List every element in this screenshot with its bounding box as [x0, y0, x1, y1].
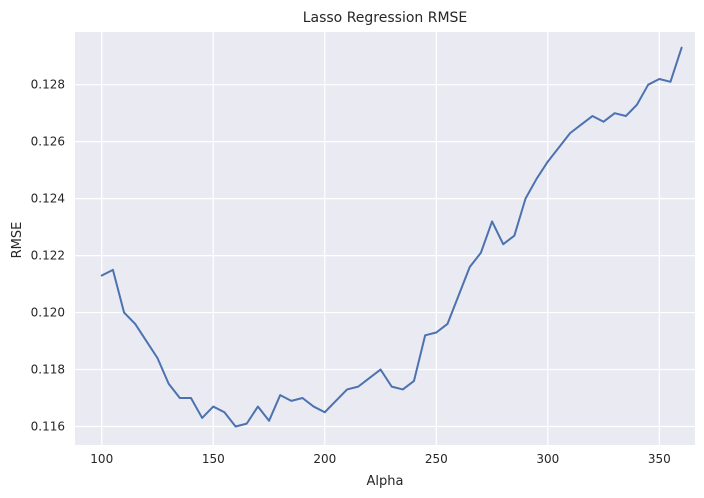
- x-tick-labels: 100 150 200 250 300 350: [90, 452, 670, 466]
- rmse-series-line: [100, 46, 683, 428]
- x-tick-label: 250: [425, 452, 448, 466]
- x-tick-label: 100: [90, 452, 113, 466]
- x-tick-label: 200: [313, 452, 336, 466]
- x-tick-label: 300: [536, 452, 559, 466]
- series-layer: [100, 46, 683, 428]
- y-tick-label: 0.120: [31, 306, 65, 320]
- y-tick-label: 0.118: [31, 363, 65, 377]
- x-tick-label: 150: [202, 452, 225, 466]
- y-tick-label: 0.124: [31, 192, 65, 206]
- y-tick-labels: 0.116 0.118 0.120 0.122 0.124 0.126 0.128: [31, 78, 65, 434]
- y-tick-label: 0.122: [31, 249, 65, 263]
- y-tick-label: 0.126: [31, 135, 65, 149]
- chart-title: Lasso Regression RMSE: [303, 10, 468, 26]
- grid-lines: [75, 32, 695, 445]
- x-axis-label: Alpha: [367, 474, 404, 489]
- y-axis-label: RMSE: [10, 222, 25, 259]
- y-tick-label: 0.128: [31, 78, 65, 92]
- x-tick-label: 350: [648, 452, 671, 466]
- y-tick-label: 0.116: [31, 419, 65, 433]
